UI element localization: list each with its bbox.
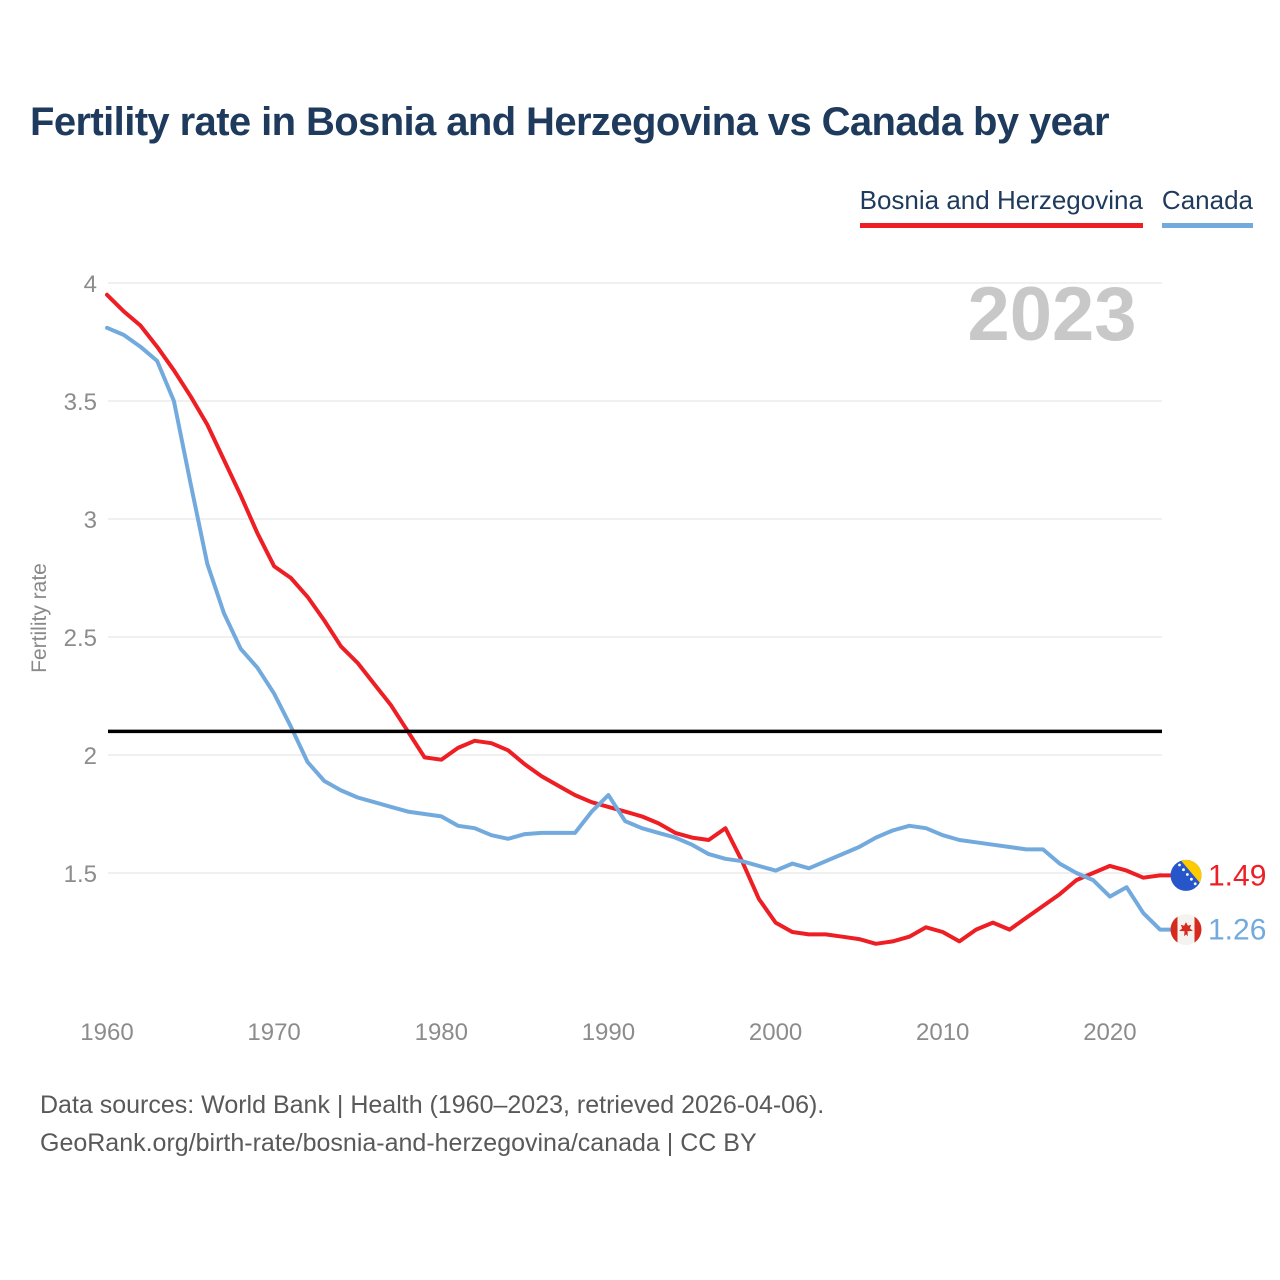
end-label-bosnia: 1.49 xyxy=(1170,859,1266,892)
y-tick-label: 3 xyxy=(84,507,97,534)
series-line-bosnia xyxy=(105,292,1173,946)
x-tick-label: 1960 xyxy=(80,1019,133,1046)
legend-item-bosnia-and-herzegovina[interactable]: Bosnia and Herzegovina xyxy=(859,185,1143,228)
x-tick-label: 1990 xyxy=(582,1019,635,1046)
flag-star xyxy=(1193,882,1197,886)
x-tick-label: 2010 xyxy=(916,1019,969,1046)
series-end-labels: 1.49 1.26 xyxy=(1170,859,1266,947)
x-tick-label: 1980 xyxy=(415,1019,468,1046)
flag-star xyxy=(1190,877,1193,881)
y-tick-label: 2.5 xyxy=(64,625,97,652)
flag-star xyxy=(1186,873,1189,876)
end-label-canada: 1.26 xyxy=(1170,914,1266,947)
legend: Bosnia and Herzegovina Canada xyxy=(859,185,1253,228)
series-lines xyxy=(105,292,1173,946)
y-tick-label: 3.5 xyxy=(64,389,97,416)
series-line-canada xyxy=(105,325,1173,932)
maple-leaf xyxy=(1179,922,1193,937)
x-tick-label: 2000 xyxy=(749,1019,802,1046)
end-value-label: 1.49 xyxy=(1208,859,1266,892)
x-axis-ticks: 1960 1970 1980 1990 2000 2010 2020 xyxy=(80,1019,1136,1046)
footer: Data sources: World Bank | Health (1960–… xyxy=(40,1086,824,1162)
y-axis-title: Fertility rate xyxy=(28,563,51,673)
y-tick-label: 1.5 xyxy=(64,861,97,888)
footer-attribution-line: GeoRank.org/birth-rate/bosnia-and-herzeg… xyxy=(40,1129,757,1157)
flag-band xyxy=(1170,914,1178,946)
page-title: Fertility rate in Bosnia and Herzegovina… xyxy=(30,100,1110,144)
flag-triangle xyxy=(1180,859,1202,886)
x-tick-label: 1970 xyxy=(247,1019,300,1046)
x-tick-label: 2020 xyxy=(1083,1019,1136,1046)
y-tick-label: 4 xyxy=(84,271,97,298)
end-value-label: 1.26 xyxy=(1208,914,1266,947)
flag-star xyxy=(1178,863,1181,867)
flag-star xyxy=(1182,868,1185,872)
y-tick-label: 2 xyxy=(84,743,97,770)
legend-item-canada[interactable]: Canada xyxy=(1161,185,1253,228)
gridlines: 4 3.5 3 2.5 2 1.5 xyxy=(64,271,1162,888)
flag-band xyxy=(1194,914,1202,946)
year-watermark: 2023 xyxy=(967,272,1136,357)
footer-sources-line: Data sources: World Bank | Health (1960–… xyxy=(40,1091,825,1119)
